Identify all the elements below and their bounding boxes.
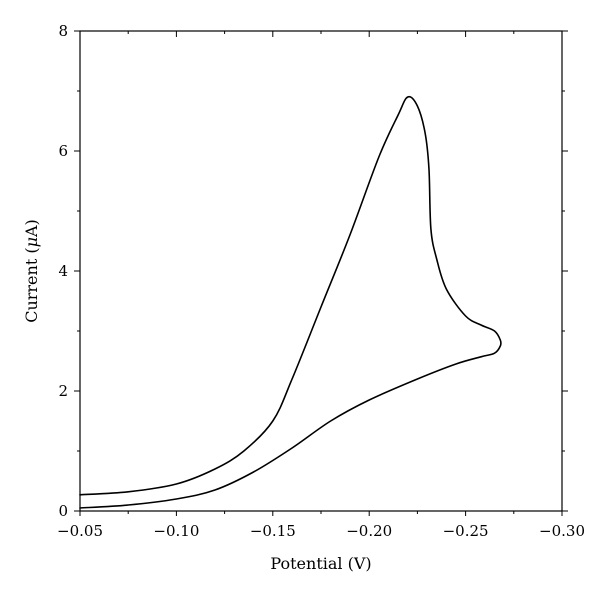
x-tick-label: −0.20: [346, 522, 392, 540]
x-tick-label: −0.15: [250, 522, 296, 540]
x-tick-label: −0.25: [443, 522, 489, 540]
x-tick-label: −0.05: [57, 522, 103, 540]
plot-area-frame: [79, 30, 563, 512]
y-axis-label-suffix: A): [22, 219, 41, 238]
x-tick-label: −0.10: [153, 522, 199, 540]
series-line: [79, 95, 502, 509]
y-tick-label: 6: [58, 142, 68, 160]
y-tick-label: 2: [58, 382, 68, 400]
y-axis-label-prefix: Current (: [22, 247, 41, 322]
y-axis-ticks: 0 2 4 6 8: [58, 22, 568, 520]
y-axis-label-unit: μ: [22, 237, 41, 247]
y-tick-label: 4: [58, 262, 68, 280]
x-axis-ticks: −0.05 −0.10 −0.15 −0.20 −0.25 −0.30: [57, 31, 585, 540]
y-tick-label: 0: [58, 502, 68, 520]
y-axis-label: Current (μA): [22, 219, 41, 323]
y-tick-label: 8: [58, 22, 68, 40]
x-tick-label: −0.30: [539, 522, 585, 540]
x-axis-label: Potential (V): [270, 554, 371, 573]
